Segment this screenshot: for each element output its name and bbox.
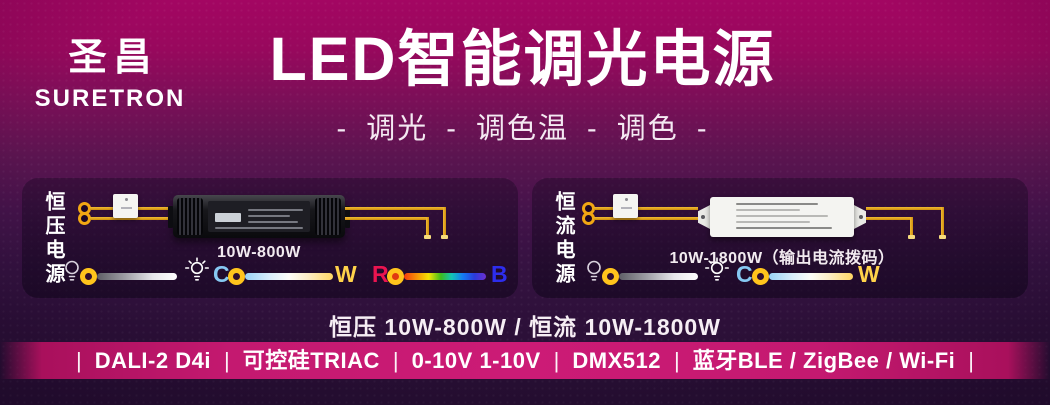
feature-dmx512: DMX512	[572, 348, 661, 373]
wall-switch	[613, 194, 638, 218]
wall-switch	[113, 194, 138, 218]
page-title: LED智能调光电源	[269, 25, 776, 93]
panel-cc-side-label: 恒流电源	[552, 191, 574, 287]
label-line	[736, 221, 810, 223]
rgb-blue-letter: B	[491, 261, 508, 287]
gradient-bar-brightness	[97, 273, 177, 280]
wire-tip	[939, 235, 946, 239]
gradient-bar-brightness	[619, 273, 698, 280]
screw-hole	[859, 215, 863, 219]
separator: |	[968, 348, 974, 373]
led-driver-white	[698, 197, 866, 237]
power-summary: 恒压 10W-800W / 恒流 10W-1800W	[329, 314, 721, 340]
brand-name-en: SURETRON	[34, 85, 186, 112]
label-line	[248, 209, 303, 211]
separator: |	[76, 348, 82, 373]
heatsink-fins	[177, 198, 203, 235]
subtitle: - 调光 - 调色温 - 调色 -	[336, 113, 709, 146]
driver-label-sticker	[208, 201, 310, 232]
output-wire	[426, 217, 429, 235]
cct-knob	[752, 268, 769, 285]
input-terminal-ring	[582, 212, 595, 225]
output-wire	[443, 207, 446, 235]
heatsink-fins	[315, 198, 341, 235]
wire-tip	[908, 235, 915, 239]
rgb-knob	[387, 268, 404, 285]
bulb-bright-icon	[184, 257, 210, 289]
separator: |	[673, 348, 680, 373]
panel-cv-side-label: 恒压电源	[42, 191, 64, 287]
brand-chip	[215, 213, 241, 222]
cct-warm-letter: W	[858, 261, 880, 287]
bulb-bright-icon	[704, 257, 730, 289]
label-line	[248, 215, 290, 217]
cct-knob	[228, 268, 245, 285]
gradient-bar-cct	[769, 273, 853, 280]
label-line	[736, 203, 818, 205]
separator: |	[553, 348, 560, 373]
panel-constant-voltage: 恒压电源 10W-800W	[22, 178, 518, 298]
mounting-flange	[852, 204, 866, 230]
wire-tip	[441, 235, 448, 239]
gradient-bar-cct	[245, 273, 333, 280]
input-terminal-ring	[78, 212, 91, 225]
rgb-red-letter: R	[372, 261, 389, 287]
brand-name-cn: 圣昌	[68, 37, 159, 79]
cct-warm-letter: W	[335, 261, 357, 287]
feature-0-10v: 0-10V 1-10V	[411, 348, 541, 373]
output-wire	[866, 217, 913, 220]
screw-hole	[701, 215, 705, 219]
mounting-flange	[698, 204, 712, 230]
cct-cool-letter: C	[213, 261, 230, 287]
input-wire	[594, 207, 698, 210]
output-wire	[941, 207, 944, 235]
features-bar: | DALI-2 D4i | 可控硅TRIAC | 0-10V 1-10V | DMX512 |…	[0, 342, 1050, 379]
panel-constant-current: 恒流电源 10W-1800W（输出电流拨码）	[532, 178, 1028, 298]
driver-body	[710, 197, 854, 237]
label-line	[736, 215, 828, 217]
wire-tip	[424, 235, 431, 239]
brand-logo: 圣昌 SURETRON	[25, 26, 195, 113]
power-range-label: 10W-800W	[217, 244, 301, 261]
gradient-bar-rgb	[404, 273, 486, 280]
separator: |	[223, 348, 230, 373]
input-wire	[594, 217, 698, 220]
feature-triac: 可控硅TRIAC	[242, 348, 380, 373]
led-driver-black	[168, 195, 350, 238]
label-line	[215, 227, 303, 229]
feature-dali: DALI-2 D4i	[94, 348, 211, 373]
brightness-knob	[602, 268, 619, 285]
header: LED智能调光电源 - 调光 - 调色温 - 调色 -	[200, 24, 845, 147]
label-line	[736, 227, 832, 229]
label-line	[736, 209, 800, 211]
output-wire	[910, 217, 913, 235]
bulb-dim-icon	[62, 259, 82, 289]
separator: |	[392, 348, 399, 373]
feature-wireless: 蓝牙BLE / ZigBee / Wi-Fi	[692, 348, 956, 373]
input-wire	[90, 217, 174, 220]
cct-cool-letter: C	[736, 261, 753, 287]
label-line	[248, 221, 298, 223]
bulb-dim-icon	[584, 259, 604, 289]
output-wire	[345, 217, 429, 220]
output-wire	[866, 207, 944, 210]
power-range-label: 10W-1800W（输出电流拨码）	[669, 250, 895, 267]
brightness-knob	[80, 268, 97, 285]
output-wire	[345, 207, 446, 210]
